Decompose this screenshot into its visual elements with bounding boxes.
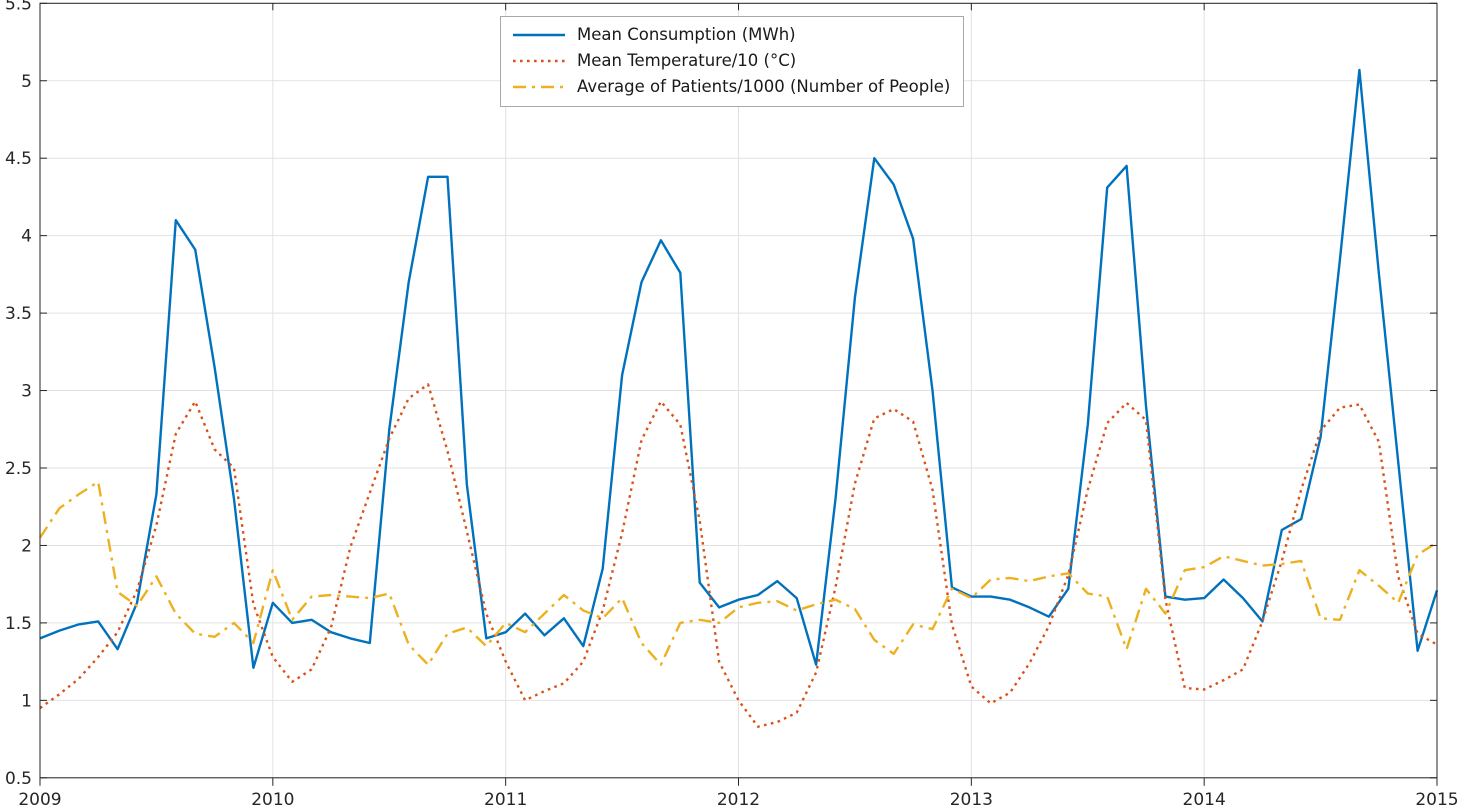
legend-line-patients-icon: [513, 85, 565, 89]
series-line-2: [38, 480, 1438, 666]
x-tick-label: 2011: [484, 790, 527, 809]
legend-item-patients: Average of Patients/1000 (Number of Peop…: [510, 74, 953, 100]
x-tick-label: 2010: [251, 790, 294, 809]
y-tick-label: 1.5: [5, 614, 32, 634]
x-tick-label: 2013: [950, 790, 993, 809]
y-tick-label: 4: [21, 227, 32, 247]
x-tick-label: 2014: [1183, 790, 1226, 809]
series-line-1: [39, 383, 1438, 728]
y-tick-label: 1: [21, 691, 32, 711]
legend-label-consumption: Mean Consumption (MWh): [577, 25, 796, 44]
y-tick-label: 3.5: [5, 304, 32, 324]
y-tick-label: 3: [21, 382, 32, 402]
legend-line-temperature-icon: [513, 59, 565, 63]
legend-item-consumption: Mean Consumption (MWh): [510, 22, 953, 48]
legend-label-patients: Average of Patients/1000 (Number of Peop…: [577, 77, 951, 96]
y-tick-label: 4.5: [5, 149, 32, 169]
y-tick-label: 2.5: [5, 459, 32, 479]
y-tick-label: 2: [21, 536, 32, 556]
y-tick-label: 0.5: [5, 769, 32, 789]
series-line-0: [39, 68, 1439, 669]
x-tick-label: 2015: [1415, 790, 1458, 809]
legend-item-temperature: Mean Temperature/10 (°C): [510, 48, 953, 74]
legend: Mean Consumption (MWh) Mean Temperature/…: [500, 16, 964, 107]
y-tick-label: 5: [21, 72, 32, 92]
x-tick-label: 2009: [18, 790, 61, 809]
legend-label-temperature: Mean Temperature/10 (°C): [577, 51, 797, 70]
y-tick-label: 5.5: [5, 0, 32, 14]
legend-line-consumption-icon: [513, 33, 565, 37]
x-tick-label: 2012: [717, 790, 760, 809]
